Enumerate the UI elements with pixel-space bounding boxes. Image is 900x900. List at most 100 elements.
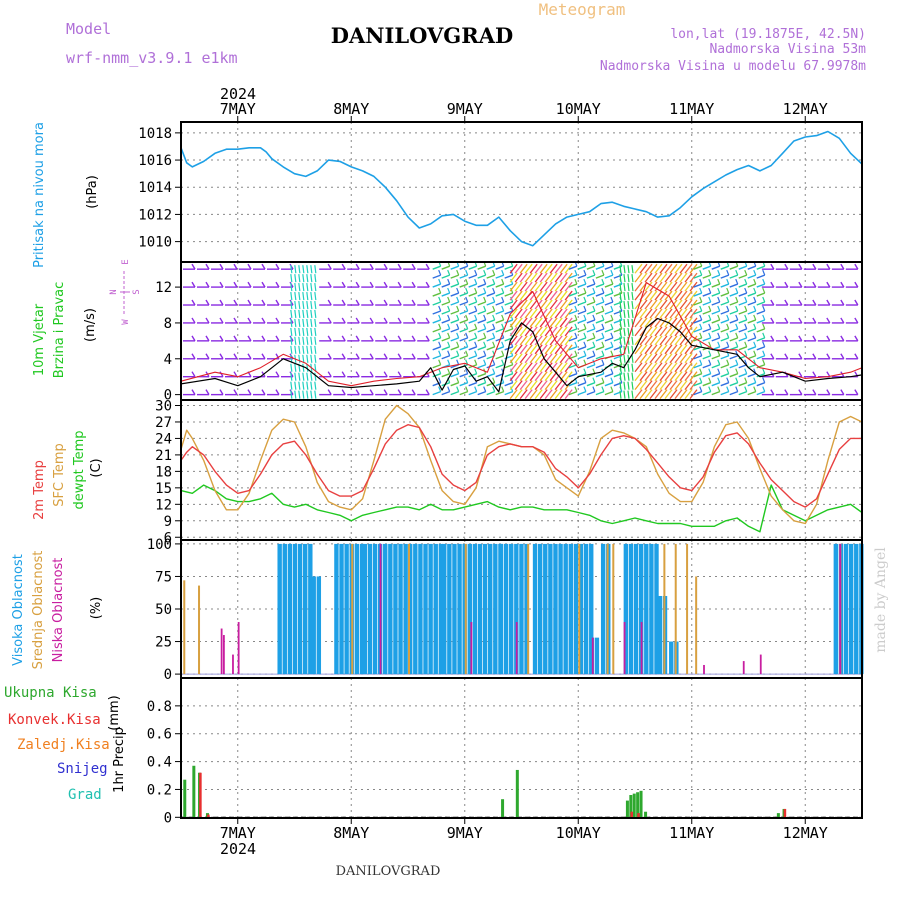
barb-m-3	[468, 301, 477, 306]
barb-s-4	[509, 389, 518, 400]
barb-flag-0	[275, 317, 280, 324]
barb-v-6	[627, 291, 630, 301]
barb-s-4	[559, 272, 568, 283]
ytick-label: 1016	[138, 153, 172, 169]
barb-mf-5	[610, 377, 614, 383]
wind-speed-line	[180, 317, 863, 393]
barb-m-3	[432, 283, 441, 288]
barb-mf-5	[574, 305, 578, 312]
barb-m-5	[595, 364, 605, 369]
convective-rain-bar	[199, 772, 202, 818]
barb-flag-9	[798, 263, 803, 270]
barb-s-7	[659, 272, 668, 283]
barb-s-7	[684, 308, 693, 319]
barb-m-8	[756, 346, 765, 351]
barb-mf-8	[726, 323, 730, 330]
mid-cloud-bar	[464, 543, 467, 675]
barb-flag-0	[191, 263, 196, 270]
barb-s-4	[534, 272, 543, 283]
barb-m-3	[486, 382, 495, 387]
barb-flag-9	[784, 263, 789, 270]
barb-s-4	[519, 272, 528, 283]
barb-mf-3	[501, 296, 505, 303]
barb-s-7	[634, 263, 643, 274]
barb-flag-9	[798, 389, 803, 395]
barb-mf-3	[492, 377, 496, 383]
barb-mf-5	[601, 350, 605, 357]
barb-mf-8	[726, 332, 730, 339]
barb-s-4	[514, 281, 523, 292]
barb-v-1	[290, 283, 293, 292]
barb-flag-2	[411, 263, 416, 270]
barb-m-8	[729, 328, 738, 333]
barb-s-4	[544, 299, 553, 310]
barb-mf-3	[465, 350, 469, 357]
barb-m-5	[586, 319, 596, 324]
barb-flag-2	[411, 317, 416, 324]
barb-m-8	[702, 355, 711, 360]
barb-v-6	[623, 309, 626, 319]
barb-m-3	[495, 382, 504, 387]
barb-s-7	[639, 389, 648, 400]
model-name: wrf-nmm_v3.9.1 e1km	[66, 49, 238, 67]
barb-s-4	[559, 299, 568, 310]
barb-mf-3	[501, 323, 505, 330]
barb-flag-2	[425, 263, 430, 270]
bottom-day-labels: 7MAY 8MAY 9MAY 10MAY 11MAY 12MAY	[220, 818, 828, 842]
barb-mf-3	[456, 296, 460, 303]
barb-mf-8	[726, 269, 730, 276]
barb-m-5	[568, 319, 578, 324]
barb-m-8	[720, 328, 729, 333]
barb-s-4	[534, 326, 543, 337]
barb-m-5	[595, 373, 605, 378]
barb-m-5	[586, 265, 596, 270]
barb-s-4	[529, 353, 538, 364]
barb-m-3	[468, 274, 477, 279]
barb-mf-3	[456, 314, 460, 321]
barb-mf-5	[574, 332, 578, 339]
high-cloud-bar	[287, 543, 293, 675]
barb-m-8	[747, 390, 756, 396]
barb-s-4	[554, 389, 563, 400]
barb-m-8	[702, 283, 711, 288]
barb-mf-3	[492, 386, 496, 392]
barb-flag-9	[854, 317, 859, 324]
barb-flag-2	[341, 353, 346, 360]
high-cloud-bar	[568, 543, 574, 675]
barb-m-3	[486, 274, 495, 279]
barb-flag-2	[411, 335, 416, 342]
barb-mf-8	[717, 386, 721, 392]
high-cloud-bar	[628, 543, 634, 675]
barb-s-4	[529, 317, 538, 328]
barb-v-6	[623, 327, 626, 336]
barb-mf-8	[699, 332, 703, 339]
barb-v-6	[619, 265, 622, 274]
barb-flag-9	[840, 353, 845, 360]
barb-v-1	[290, 390, 293, 399]
barb-s-4	[514, 335, 523, 346]
barb-m-3	[432, 373, 441, 378]
barb-mf-8	[744, 359, 748, 365]
panel-wind: 0 4 8 12	[155, 262, 863, 404]
high-cloud-label: Visoka Oblacnost	[11, 554, 26, 666]
barb-m-8	[711, 301, 720, 306]
high-cloud-bar	[532, 543, 538, 675]
barb-mf-5	[583, 323, 587, 330]
barb-s-4	[539, 389, 548, 400]
barb-mf-3	[501, 386, 505, 392]
barb-s-7	[674, 272, 683, 283]
barb-s-4	[539, 371, 548, 382]
barb-flag-2	[369, 371, 374, 378]
barb-m-8	[756, 328, 765, 333]
ytick-label: 0.6	[147, 727, 172, 743]
barb-flag-2	[327, 389, 332, 395]
barb-s-4	[514, 380, 523, 391]
top-day-label: 10MAY	[556, 100, 601, 118]
barb-m-3	[477, 346, 486, 351]
barb-s-7	[654, 344, 663, 355]
barb-v-6	[631, 300, 634, 310]
barb-s-7	[659, 281, 668, 292]
barb-mf-3	[510, 350, 514, 357]
barb-s-7	[634, 353, 643, 364]
barb-mf-8	[717, 359, 721, 365]
